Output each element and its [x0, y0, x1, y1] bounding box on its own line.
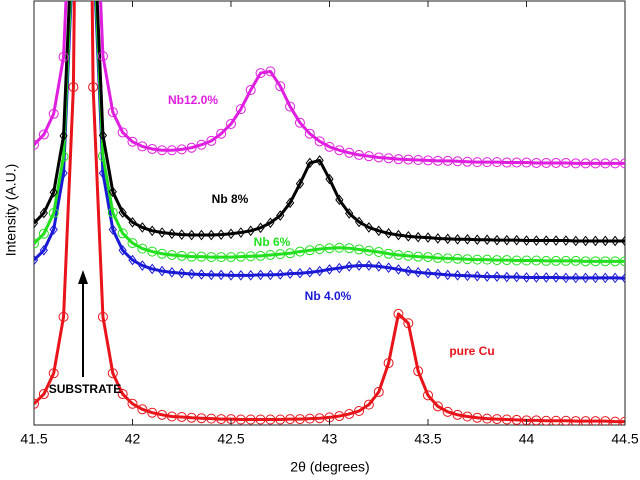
marker — [127, 238, 138, 249]
x-tick-label: 44 — [519, 431, 535, 447]
arrow-head — [78, 270, 88, 284]
fit-line — [34, 1, 625, 263]
marker — [127, 398, 138, 409]
x-tick-label: 44.5 — [611, 431, 638, 447]
x-tick-label: 42.5 — [217, 431, 244, 447]
marker — [245, 85, 256, 96]
marker — [226, 118, 236, 129]
marker — [108, 224, 117, 235]
marker — [363, 399, 374, 410]
x-tick-label: 43.5 — [414, 431, 441, 447]
marker — [235, 104, 246, 115]
marker — [117, 228, 128, 239]
marker — [294, 117, 305, 128]
fit-line — [34, 1, 625, 243]
series-label: Nb 6% — [254, 235, 291, 249]
plot-area — [34, 1, 625, 425]
marker — [117, 127, 128, 138]
marker — [432, 401, 443, 412]
marker — [117, 389, 128, 400]
marker — [38, 389, 49, 400]
series-label: Nb 8% — [212, 192, 249, 206]
marker — [38, 129, 49, 140]
marker — [304, 128, 315, 139]
x-tick-label: 41.5 — [20, 431, 47, 447]
y-axis-label: Intensity (A.U.) — [3, 164, 19, 257]
marker — [34, 139, 39, 150]
marker — [38, 228, 49, 239]
marker — [34, 238, 39, 249]
fit-line — [34, 1, 625, 165]
x-axis-label: 2θ (degrees) — [290, 459, 369, 475]
marker — [206, 135, 217, 146]
marker — [423, 390, 433, 401]
marker — [49, 186, 58, 198]
marker — [127, 136, 138, 147]
marker — [34, 398, 39, 409]
marker — [314, 136, 325, 147]
marker — [216, 128, 227, 139]
x-tick-label: 43 — [322, 431, 338, 447]
annotation: SUBSTRATE — [49, 382, 121, 396]
series-label: pure Cu — [449, 344, 494, 358]
marker — [285, 101, 296, 112]
series-label: Nb12.0% — [168, 93, 218, 107]
marker — [315, 155, 324, 166]
x-tick-label: 42 — [125, 431, 141, 447]
marker — [275, 81, 286, 92]
marker — [49, 224, 58, 235]
marker — [108, 186, 117, 198]
series-label: Nb 4.0% — [305, 289, 352, 303]
fit-line — [34, 1, 625, 280]
